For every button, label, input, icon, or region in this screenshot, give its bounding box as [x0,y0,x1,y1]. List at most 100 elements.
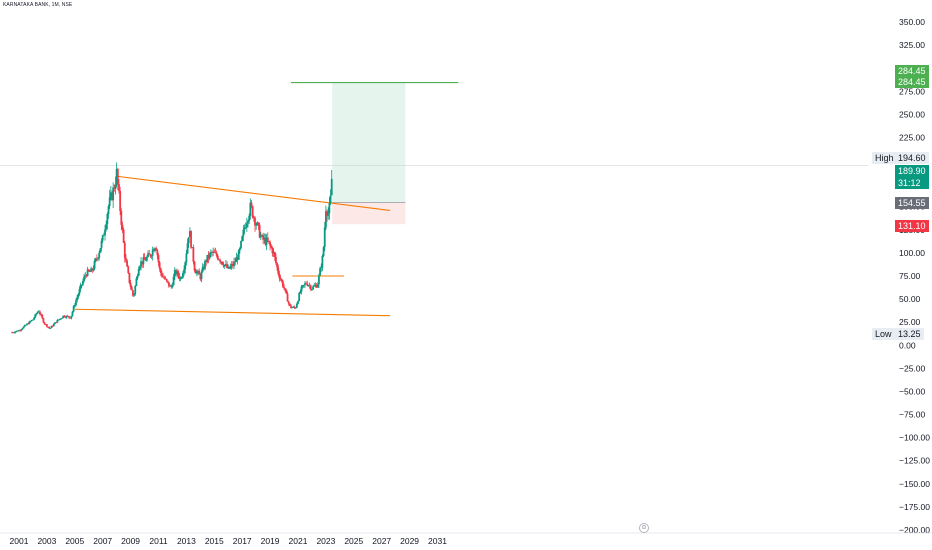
candle-body [156,250,159,256]
time-tick-label: 2027 [372,536,391,546]
candle-body [308,285,311,287]
candle-body [130,286,133,291]
candle-body [125,258,127,261]
reset-chart-icon[interactable]: ⊙ [639,523,649,533]
price-tick-label: −25.00 [899,363,926,373]
candle-body [241,236,244,242]
candle-body [254,217,256,226]
candle-body [65,315,68,318]
candle-body [169,285,172,287]
candle-body [148,253,151,255]
candle-body [306,283,309,286]
candle-body [225,264,227,265]
candle-body [50,325,53,328]
candle-body [92,268,95,271]
candle-body [202,266,205,269]
candle-body [97,257,99,259]
candle-body [250,202,253,207]
candle-body [200,271,203,280]
candle-body [191,247,194,248]
candle-body [233,261,235,266]
price-tick-label: −75.00 [899,410,926,420]
candle-body [247,221,249,224]
candle-body [40,314,42,315]
price-tick-label: 75.00 [899,271,921,281]
entry-price-tag: 154.55 [895,197,929,209]
price-tick-label: −150.00 [899,479,930,489]
position-zones [0,82,868,225]
candle-body [118,184,120,191]
candle-body [270,245,273,248]
candle-body [185,253,188,263]
candle-body [115,168,118,185]
candle-body [330,178,333,196]
candle-body [215,252,218,256]
candle-body [159,268,162,274]
candle-body [319,268,321,276]
candle-body [150,255,153,257]
candle-body [223,264,226,267]
candle-body [292,306,295,308]
candle-body [149,254,152,257]
candle-body [16,330,19,332]
candle-body [144,259,147,261]
candle-body [236,257,239,260]
candle-body [176,271,178,275]
candle-body [120,210,123,225]
candle-body [211,252,213,253]
candle-body [228,266,231,269]
candle-body [86,269,89,276]
candle-body [114,184,117,190]
candle-body [61,317,63,319]
candle-body [277,267,280,274]
candle-body [27,323,30,325]
price-axis[interactable]: 350.00325.00300.00275.00250.00225.00175.… [899,17,930,535]
time-axis[interactable]: 2001 2003 2005 2007 2009 2011 2013 2015 2017 2019… [0,532,932,546]
candle-body [62,315,65,318]
candle-body [327,213,330,216]
candle-body [90,268,92,272]
candle-body [318,275,320,285]
price-tick-label: −100.00 [899,433,930,443]
candle-body [268,240,270,243]
candle-body [80,284,83,286]
candle-body [209,252,212,254]
candle-body [126,260,129,267]
candle-body [133,293,135,296]
candle-body [112,187,115,201]
candle-body [197,270,199,272]
candle-body [51,325,54,327]
candle-body [70,315,73,319]
candle-body [187,237,190,244]
candle-body [107,206,110,214]
candle-body [273,252,276,257]
candle-body [18,330,20,332]
candle-body [172,276,175,286]
candle-body [193,261,196,271]
candle-body [301,285,304,287]
candle-body [141,261,144,265]
time-tick-label: 2015 [205,536,224,546]
price-tick-label: 25.00 [899,317,921,327]
candle-body [259,235,262,238]
candle-body [63,315,66,317]
candle-body [182,273,184,278]
candle-body [309,285,312,290]
candle-body [41,314,44,319]
candle-body [23,324,26,327]
candle-body [123,242,126,259]
candle-body [205,260,208,262]
target-line-price-tag: 284.45 [895,76,929,88]
lower-trendline [74,308,391,317]
candle-body [145,256,148,261]
time-tick-label: 2021 [289,536,308,546]
candle-body [77,294,80,298]
time-tick-label: 2017 [233,536,252,546]
candle-body [106,213,109,225]
candle-body [52,323,55,327]
candle-body [283,286,285,289]
candle-body [104,229,106,236]
candle-body [266,237,269,241]
candle-body [322,247,325,256]
